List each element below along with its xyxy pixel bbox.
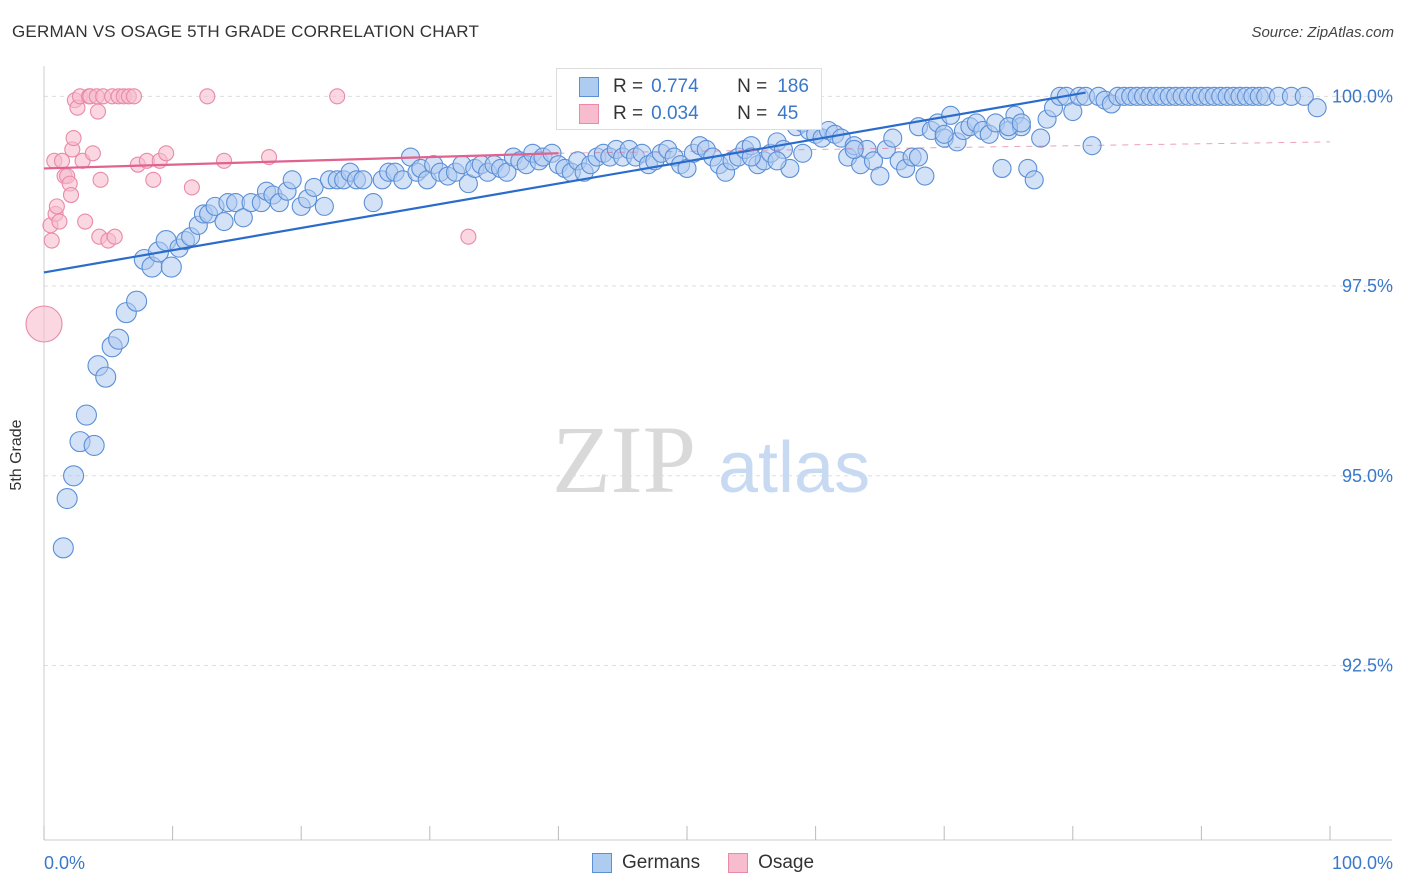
osage-swatch xyxy=(579,104,599,124)
germans-n-value: 186 xyxy=(777,76,809,97)
osage-point-33 xyxy=(125,88,143,105)
german-point-9 xyxy=(108,328,130,350)
legend-swatch-germans xyxy=(591,853,612,873)
german-point-191 xyxy=(908,147,929,167)
osage-trend-line xyxy=(43,152,559,170)
watermark-atlas: atlas xyxy=(718,428,870,508)
legend: Germans Osage xyxy=(0,852,1406,874)
osage-r-label: R = xyxy=(613,103,644,124)
legend-item-germans[interactable]: Germans xyxy=(591,852,701,874)
german-point-190 xyxy=(1011,113,1031,133)
german-point-192 xyxy=(934,124,954,144)
osage-point-25 xyxy=(92,171,109,188)
osage-point-23 xyxy=(89,103,107,120)
german-point-27 xyxy=(233,208,253,228)
germans-r-label: R = xyxy=(613,76,644,97)
german-point-142 xyxy=(992,158,1012,178)
german-point-24 xyxy=(214,212,234,232)
german-point-45 xyxy=(363,193,383,213)
german-point-195 xyxy=(793,143,813,163)
osage-series xyxy=(25,88,477,343)
osage-r-value: 0.034 xyxy=(651,103,699,124)
german-point-147 xyxy=(1024,170,1044,190)
osage-point-39 xyxy=(183,179,200,196)
chart-title: GERMAN VS OSAGE 5TH GRADE CORRELATION CH… xyxy=(12,22,480,41)
german-point-1 xyxy=(56,487,78,510)
legend-item-osage[interactable]: Osage xyxy=(728,852,814,874)
germans-r-value: 0.774 xyxy=(651,76,699,97)
stats-row-germans: R = 0.774 N = 186 xyxy=(557,73,809,101)
osage-point-41 xyxy=(215,152,233,169)
german-point-188 xyxy=(844,139,864,160)
x-tick-label-0: 0.0% xyxy=(44,853,85,873)
german-point-194 xyxy=(767,151,787,171)
german-point-38 xyxy=(314,196,334,216)
osage-n-value: 45 xyxy=(777,103,799,124)
y-tick-label-3: 92.5% xyxy=(1342,655,1393,675)
osage-point-44 xyxy=(460,228,477,245)
german-point-125 xyxy=(883,128,903,148)
german-point-44 xyxy=(353,170,373,190)
trend-lines xyxy=(43,91,1331,274)
german-point-148 xyxy=(1031,128,1051,148)
germans-trend-line xyxy=(43,91,1086,274)
german-point-34 xyxy=(282,170,302,190)
legend-label-osage: Osage xyxy=(758,852,815,873)
german-point-37 xyxy=(304,177,324,197)
y-tick-label-2: 95.0% xyxy=(1342,466,1393,486)
german-point-16 xyxy=(160,256,182,278)
osage-point-36 xyxy=(145,171,162,188)
watermark-zip: ZIP xyxy=(552,406,696,513)
osage-point-21 xyxy=(84,145,101,162)
source-label: Source: ZipAtlas.com xyxy=(1251,24,1394,41)
german-point-0 xyxy=(52,537,74,559)
x-tick-label-1: 100.0% xyxy=(1332,853,1393,873)
y-tick-label-1: 97.5% xyxy=(1342,276,1393,296)
german-point-130 xyxy=(915,166,935,186)
zipatlas-watermark: ZIP atlas xyxy=(552,406,870,513)
osage-point-6 xyxy=(51,213,68,230)
osage-point-29 xyxy=(106,228,123,245)
german-point-123 xyxy=(870,166,890,186)
stats-row-osage: R = 0.034 N = 45 xyxy=(557,100,798,128)
germans-n-label: N = xyxy=(737,76,768,97)
osage-point-18 xyxy=(77,213,94,230)
german-point-2 xyxy=(63,465,85,487)
osage-point-2 xyxy=(43,232,60,249)
legend-label-germans: Germans xyxy=(621,852,701,873)
osage-point-5 xyxy=(48,198,65,215)
germans-swatch xyxy=(579,77,599,97)
legend-swatch-osage xyxy=(728,853,749,873)
german-point-187 xyxy=(1307,98,1327,118)
axes xyxy=(43,66,1392,841)
german-point-4 xyxy=(75,404,97,426)
y-tick-label-0: 100.0% xyxy=(1332,86,1393,106)
osage-trend-extension xyxy=(558,141,1331,154)
osage-point-0 xyxy=(25,305,63,343)
german-point-5 xyxy=(83,434,105,456)
osage-point-13 xyxy=(65,130,82,147)
osage-point-11 xyxy=(62,186,80,204)
german-point-193 xyxy=(741,147,761,167)
osage-point-38 xyxy=(158,145,175,162)
german-point-11 xyxy=(126,290,148,312)
tick-labels: 100.0% 97.5% 95.0% 92.5% 0.0% 100.0% xyxy=(44,86,1393,873)
osage-point-40 xyxy=(199,88,216,105)
osage-point-43 xyxy=(329,88,346,105)
german-point-186 xyxy=(1294,86,1314,106)
stats-box: R = 0.774 N = 186 R = 0.034 N = 45 xyxy=(556,68,822,130)
osage-n-label: N = xyxy=(737,103,768,124)
german-point-7 xyxy=(95,366,117,388)
grid-lines xyxy=(44,95,1392,666)
